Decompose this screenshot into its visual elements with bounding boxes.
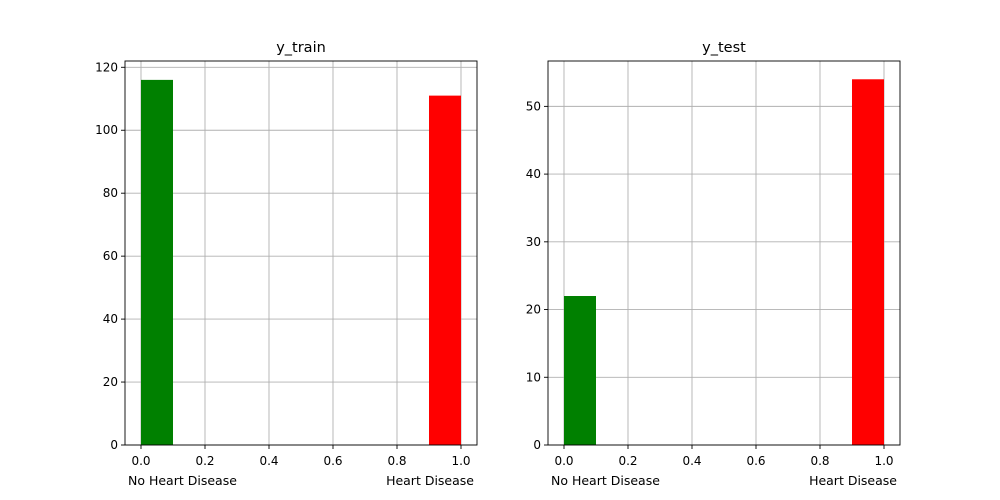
bar [852,79,884,446]
y-tick-label: 120 [95,60,118,74]
y-tick-label: 60 [103,249,118,263]
x-tick-label: 0.6 [746,454,765,468]
axes-frame [124,60,478,446]
grid [548,61,900,446]
x-tick-label: 0.0 [131,454,150,468]
x-tick-label: 0.2 [618,454,637,468]
x-label-right: Heart Disease [386,473,474,488]
bar [429,95,461,445]
y-tick-label: 80 [103,186,118,200]
x-label-left: No Heart Disease [551,473,660,488]
panel-y-train: y_train 0 20 40 60 80 100 120 0.0 0.2 0.4 0.6 0.8 1.… [95,40,478,488]
y-tick-label: 0 [110,438,118,452]
bar [141,79,173,445]
axis-ticks: 0 20 40 60 80 100 120 0.0 0.2 0.4 0.6 0.8 1.0 [95,60,470,468]
bar [564,296,596,445]
y-tick-label: 50 [526,99,541,113]
x-tick-label: 0.8 [387,454,406,468]
y-tick-label: 20 [103,375,118,389]
chart-title: y_test [702,40,746,56]
bars [564,79,884,446]
y-tick-label: 40 [526,167,541,181]
x-label-left: No Heart Disease [128,473,237,488]
x-tick-label: 1.0 [874,454,893,468]
x-tick-label: 0.4 [259,454,278,468]
y-tick-label: 0 [533,438,541,452]
axes-frame [547,60,901,446]
x-tick-label: 1.0 [451,454,470,468]
x-tick-label: 0.2 [195,454,214,468]
grid [125,61,477,446]
x-tick-label: 0.4 [682,454,701,468]
chart-title: y_train [276,40,326,56]
x-tick-label: 0.0 [554,454,573,468]
y-tick-label: 40 [103,312,118,326]
y-tick-label: 100 [95,123,118,137]
x-tick-label: 0.6 [323,454,342,468]
y-tick-label: 30 [526,235,541,249]
panel-y-test: y_test 0 10 20 30 40 50 0.0 0.2 0.4 0.6 0.8 1.0 No … [526,40,901,488]
axis-ticks: 0 10 20 30 40 50 0.0 0.2 0.4 0.6 0.8 1.0 [526,99,894,468]
x-tick-label: 0.8 [810,454,829,468]
x-label-right: Heart Disease [809,473,897,488]
y-tick-label: 10 [526,370,541,384]
bars [141,79,461,445]
y-tick-label: 20 [526,303,541,317]
